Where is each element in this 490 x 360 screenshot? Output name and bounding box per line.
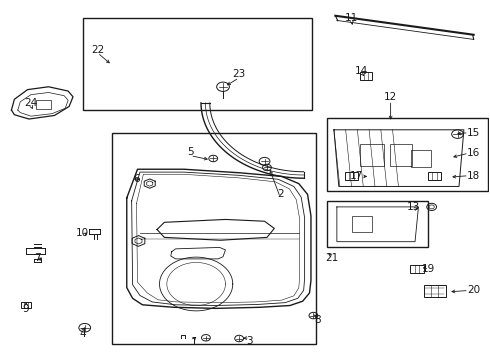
Text: 17: 17 bbox=[350, 171, 363, 181]
Bar bbox=[423, 285, 445, 297]
Text: 12: 12 bbox=[384, 92, 397, 102]
Bar bbox=[360, 72, 372, 80]
Text: 18: 18 bbox=[467, 171, 480, 181]
Bar bbox=[36, 100, 50, 109]
Bar bbox=[344, 172, 358, 180]
Bar bbox=[360, 144, 384, 166]
Bar bbox=[21, 302, 31, 308]
Text: 16: 16 bbox=[467, 148, 480, 158]
Text: 19: 19 bbox=[421, 264, 435, 274]
Text: 2: 2 bbox=[277, 189, 284, 199]
Text: 9: 9 bbox=[23, 304, 29, 314]
Text: 4: 4 bbox=[79, 329, 86, 339]
Bar bbox=[391, 144, 413, 166]
Bar bbox=[410, 265, 424, 273]
Text: 3: 3 bbox=[246, 336, 253, 346]
Bar bbox=[112, 133, 316, 344]
Text: 11: 11 bbox=[345, 13, 358, 23]
Text: 15: 15 bbox=[467, 128, 480, 138]
Text: 13: 13 bbox=[407, 202, 420, 212]
Text: 23: 23 bbox=[233, 69, 246, 79]
Text: 7: 7 bbox=[34, 253, 41, 263]
Text: 22: 22 bbox=[91, 45, 104, 55]
Text: 24: 24 bbox=[24, 98, 38, 108]
Text: 21: 21 bbox=[325, 253, 339, 263]
Text: 5: 5 bbox=[187, 147, 194, 157]
Text: 20: 20 bbox=[467, 285, 480, 296]
Bar bbox=[411, 149, 431, 167]
Text: 10: 10 bbox=[76, 228, 89, 238]
Bar bbox=[352, 216, 372, 232]
Text: 8: 8 bbox=[314, 315, 320, 325]
Text: 6: 6 bbox=[133, 174, 140, 184]
Text: 14: 14 bbox=[355, 66, 368, 76]
Bar bbox=[327, 201, 428, 247]
Bar bbox=[83, 18, 313, 110]
Text: 1: 1 bbox=[191, 337, 197, 347]
Bar bbox=[428, 172, 441, 180]
Bar bbox=[327, 118, 489, 191]
